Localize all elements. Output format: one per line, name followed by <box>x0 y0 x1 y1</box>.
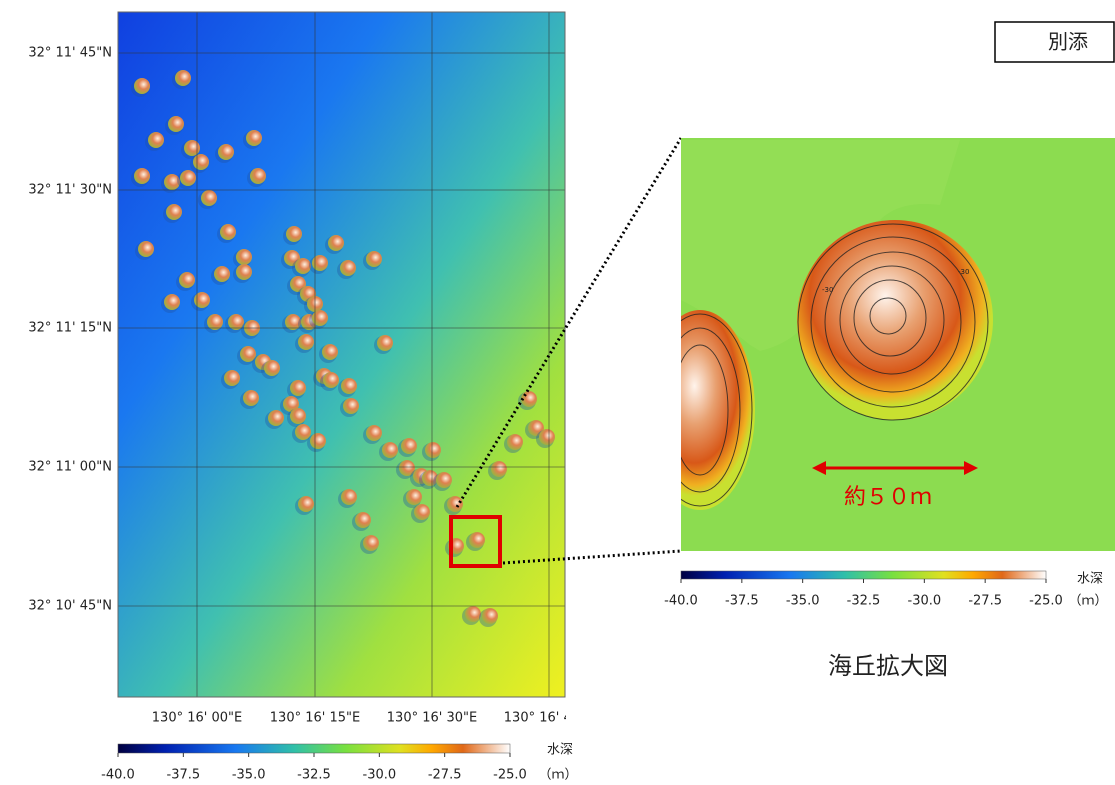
colorbar-unit: （ｍ） <box>1068 594 1107 609</box>
seamount <box>366 251 382 267</box>
seamount <box>220 224 236 240</box>
contour-label: -30 <box>822 286 833 294</box>
colorbar-tick-label: -40.0 <box>664 594 698 609</box>
longitude-label: 130° 16' 30"E <box>387 711 477 726</box>
seamount <box>175 70 191 86</box>
seamount <box>645 310 755 510</box>
colorbar-label: 水深 <box>1077 572 1103 587</box>
colorbar-tick-label: -32.5 <box>847 594 881 609</box>
seamount <box>377 335 393 351</box>
colorbar-unit: （ｍ） <box>538 768 577 783</box>
seamount <box>414 504 430 520</box>
seamount <box>322 344 338 360</box>
seamount <box>298 496 314 512</box>
latitude-label: 32° 10' 45"N <box>28 599 112 614</box>
seamount <box>268 410 284 426</box>
seamount <box>382 442 398 458</box>
main-map <box>118 12 565 697</box>
seamount <box>250 168 266 184</box>
seamount <box>491 461 507 477</box>
seamount <box>194 292 210 308</box>
seamount <box>180 170 196 186</box>
seamount <box>184 140 200 156</box>
seamount <box>355 512 371 528</box>
seamount <box>148 132 164 148</box>
seamount <box>286 226 302 242</box>
seamount <box>323 372 339 388</box>
seamount <box>469 532 485 548</box>
seamount <box>366 425 382 441</box>
seamount <box>236 249 252 265</box>
colorbar-tick-label: -25.0 <box>493 768 527 783</box>
colorbar <box>118 744 510 753</box>
scale-label: 約５０ｍ <box>844 485 932 510</box>
colorbar-tick-label: -37.5 <box>167 768 201 783</box>
colorbar-label: 水深 <box>547 743 573 758</box>
seamount <box>482 608 498 624</box>
seamount <box>224 370 240 386</box>
seamount <box>797 220 993 420</box>
seamount <box>246 130 262 146</box>
seamount <box>310 433 326 449</box>
seamount <box>193 154 209 170</box>
seamount <box>201 190 217 206</box>
colorbar-tick-label: -27.5 <box>428 768 462 783</box>
badge: 別添 <box>1048 30 1088 54</box>
seamount <box>290 408 306 424</box>
seamount <box>214 266 230 282</box>
colorbar-tick-label: -32.5 <box>297 768 331 783</box>
seamount <box>298 334 314 350</box>
colorbar-tick-label: -30.0 <box>908 594 942 609</box>
seamount <box>134 168 150 184</box>
contour-label: -30 <box>958 268 969 276</box>
seamount <box>436 472 452 488</box>
longitude-label: 130° 16' 15"E <box>270 711 360 726</box>
latitude-label: 32° 11' 15"N <box>28 321 112 336</box>
seamount <box>166 204 182 220</box>
latitude-label: 32° 11' 00"N <box>28 460 112 475</box>
seamount <box>295 424 311 440</box>
seamount <box>341 489 357 505</box>
seamount <box>312 255 328 271</box>
seamount <box>343 398 359 414</box>
seamount <box>425 442 441 458</box>
seamount <box>264 360 280 376</box>
seamount <box>401 438 417 454</box>
seamount <box>465 606 481 622</box>
colorbar-tick-label: -35.0 <box>786 594 820 609</box>
seamount <box>447 496 463 512</box>
seamount <box>363 535 379 551</box>
seamount <box>328 235 344 251</box>
longitude-label: 130° 16' 00"E <box>152 711 242 726</box>
seamount <box>138 241 154 257</box>
label-mask <box>566 705 678 730</box>
colorbar-tick-label: -40.0 <box>101 768 135 783</box>
seamount <box>539 429 555 445</box>
inset-caption: 海丘拡大図 <box>828 652 948 680</box>
latitude-label: 32° 11' 45"N <box>28 46 112 61</box>
seamount <box>341 378 357 394</box>
seamount <box>134 78 150 94</box>
seamount <box>290 380 306 396</box>
seamount <box>168 116 184 132</box>
seamount <box>406 489 422 505</box>
seamount <box>243 390 259 406</box>
seamount <box>507 434 523 450</box>
colorbar <box>681 571 1046 579</box>
seamount <box>312 310 328 326</box>
seamount <box>340 260 356 276</box>
colorbar-tick-label: -30.0 <box>363 768 397 783</box>
seafloor <box>118 12 565 697</box>
seamount <box>164 294 180 310</box>
colorbar-tick-label: -27.5 <box>968 594 1002 609</box>
seamount <box>218 144 234 160</box>
seamount <box>295 258 311 274</box>
seamount <box>179 272 195 288</box>
colorbar-tick-label: -37.5 <box>725 594 759 609</box>
colorbar-tick-label: -35.0 <box>232 768 266 783</box>
page: 別添 -30 -30 約５０ｍ 海丘拡大図 32° 11' 45"N 32° 11… <box>0 0 1115 785</box>
seamount <box>236 264 252 280</box>
latitude-label: 32° 11' 30"N <box>28 183 112 198</box>
colorbar-tick-label: -25.0 <box>1029 594 1063 609</box>
